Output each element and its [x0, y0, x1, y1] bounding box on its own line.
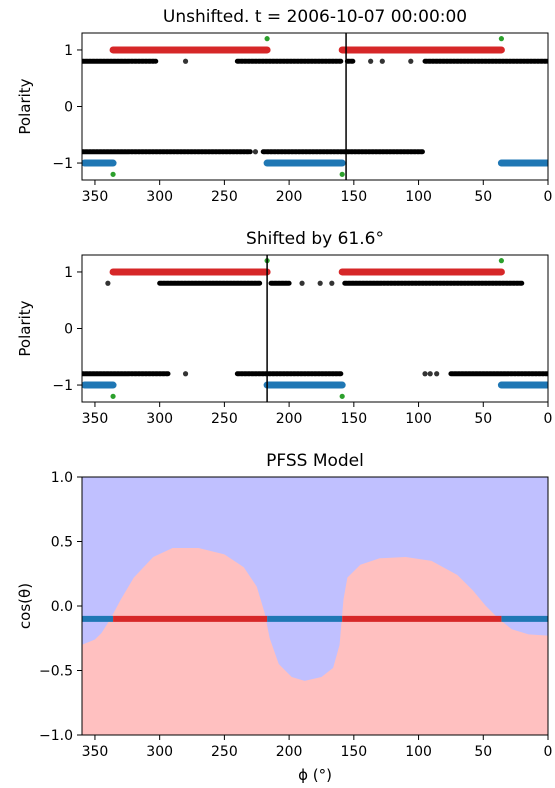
- panel-unshifted: Unshifted. t = 2006-10-07 00:00:00 Polar…: [16, 7, 552, 205]
- flip-point: [339, 171, 345, 177]
- x-tick-label: 100: [405, 411, 432, 427]
- y-tick-label: 0.0: [51, 599, 73, 615]
- x-tick-label: 150: [340, 411, 367, 427]
- x-tick-label: 100: [405, 744, 432, 760]
- positive-region: [82, 547, 548, 735]
- x-tick-label: 50: [474, 744, 492, 760]
- x-tick-label: 150: [340, 744, 367, 760]
- plot-area: 350 300 250 200 150 100 50 0 1 0 −1: [52, 254, 553, 427]
- observed-point: [422, 371, 428, 377]
- y-tick-label: 0.5: [51, 535, 73, 551]
- y-tick-label: 1: [64, 265, 73, 281]
- panel-title: PFSS Model: [266, 451, 364, 471]
- x-axis-label: ϕ (°): [298, 766, 332, 784]
- y-tick-label: 1.0: [51, 470, 73, 486]
- plot-content: [82, 33, 548, 180]
- observed-point: [182, 58, 189, 64]
- y-tick-label: 1: [64, 43, 73, 59]
- observed-point: [182, 371, 189, 377]
- x-tick-label: 50: [474, 189, 492, 205]
- y-tick-label: −0.5: [39, 664, 73, 680]
- plot-content: [82, 477, 548, 735]
- observed-point: [379, 58, 385, 64]
- axes-frame: [81, 32, 549, 181]
- observed-point: [105, 280, 111, 286]
- flip-point: [498, 36, 504, 42]
- x-tick-label: 200: [276, 411, 303, 427]
- y-tick-label: −1: [52, 156, 73, 172]
- x-tick-label: 350: [82, 411, 109, 427]
- plot-area: 350 300 250 200 150 100 50 0 1 0 −1: [52, 32, 553, 205]
- x-tick-label: 300: [146, 189, 173, 205]
- axes-frame: [81, 254, 549, 403]
- flip-point: [110, 393, 116, 399]
- observed-point: [329, 280, 335, 286]
- x-tick-label: 300: [146, 744, 173, 760]
- panel-title: Shifted by 61.6°: [246, 229, 384, 249]
- x-tick-label: 250: [211, 189, 238, 205]
- x-tick-label: 0: [544, 411, 553, 427]
- flip-point: [339, 393, 345, 399]
- x-tick-label: 200: [276, 744, 303, 760]
- observed-point: [408, 58, 414, 64]
- observed-point: [252, 149, 259, 155]
- y-tick-label: −1: [52, 378, 73, 394]
- x-tick-label: 250: [211, 744, 238, 760]
- flip-point: [498, 258, 504, 264]
- observed-point: [299, 280, 305, 286]
- plot-content: [82, 255, 548, 402]
- y-tick-label: 0: [64, 100, 73, 116]
- observed-point: [317, 280, 323, 286]
- x-tick-label: 0: [544, 744, 553, 760]
- y-tick-label: −1.0: [39, 728, 73, 744]
- panel-shifted: Shifted by 61.6° Polarity 350 300 250 200 15…: [16, 229, 552, 427]
- flip-point: [264, 36, 270, 42]
- x-tick-label: 100: [405, 189, 432, 205]
- x-tick-label: 300: [146, 411, 173, 427]
- observed-point: [434, 371, 440, 377]
- panel-title: Unshifted. t = 2006-10-07 00:00:00: [163, 7, 467, 27]
- x-tick-label: 350: [82, 189, 109, 205]
- flip-point: [110, 171, 116, 177]
- observed-point: [427, 371, 433, 377]
- x-tick-label: 200: [276, 189, 303, 205]
- x-tick-label: 250: [211, 411, 238, 427]
- y-tick-label: 0: [64, 322, 73, 338]
- x-tick-label: 0: [544, 189, 553, 205]
- y-axis-label: Polarity: [16, 78, 34, 134]
- plot-area: 350 300 250 200 150 100 50 0 1.0 0.5 0.0 −0.5 −1.0: [39, 470, 552, 760]
- panel-pfss-model: PFSS Model cos(θ) ϕ (°) 350 300 250 200 150 1…: [16, 451, 552, 784]
- x-tick-label: 150: [340, 189, 367, 205]
- x-tick-label: 50: [474, 411, 492, 427]
- x-tick-label: 350: [82, 744, 109, 760]
- y-axis-label: cos(θ): [16, 583, 34, 629]
- y-axis-label: Polarity: [16, 300, 34, 356]
- observed-point: [368, 58, 374, 64]
